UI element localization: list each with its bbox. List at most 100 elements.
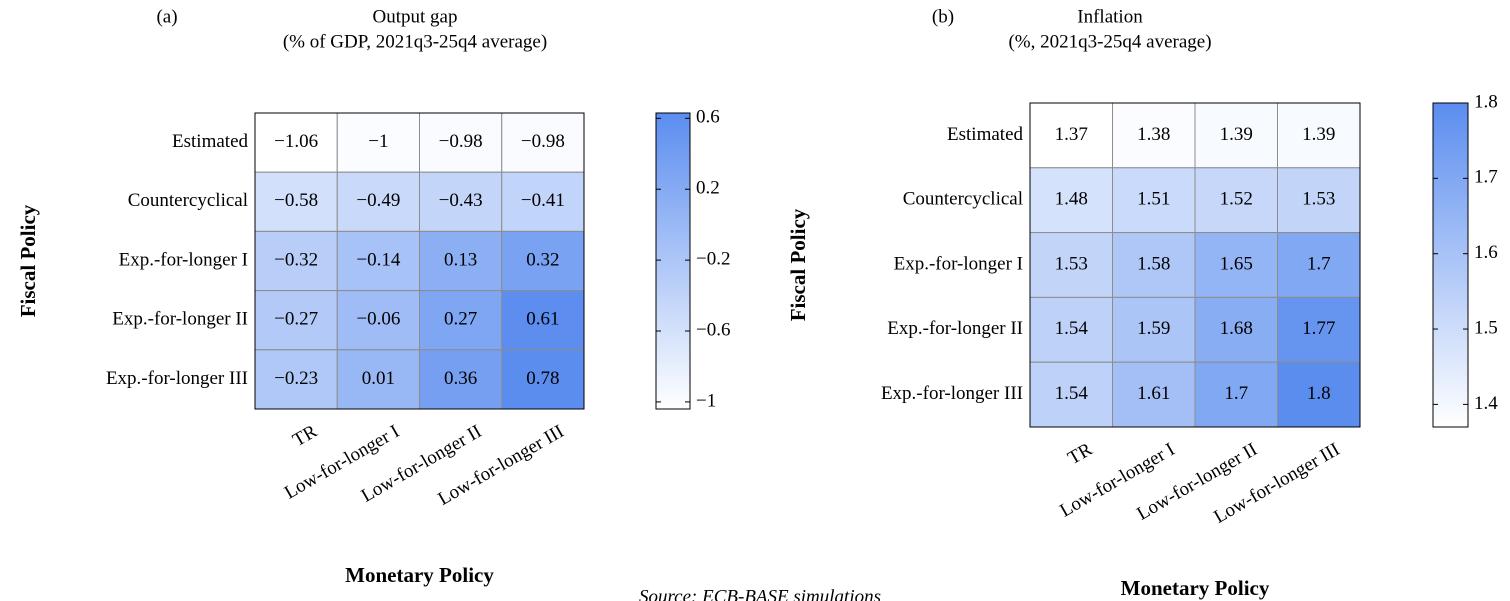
cell-label: −0.23 (274, 368, 318, 389)
colorbar (655, 112, 691, 410)
heatmap-cell (1194, 167, 1278, 234)
cell-label: −0.98 (521, 131, 565, 152)
source-note: Source: ECB-BASE simulations (639, 586, 881, 601)
panel-label: (b) (932, 6, 954, 27)
cell-label: 1.68 (1220, 318, 1253, 339)
colorbar-tick-label: 1.6 (1474, 242, 1498, 263)
colorbar-tick-label: 0.2 (696, 178, 720, 199)
heatmap-cell (501, 112, 585, 173)
chart-subtitle: (%, 2021q3-25q4 average) (1008, 31, 1211, 52)
colorbar-tick-label: −0.2 (696, 248, 730, 269)
cell-label: 1.8 (1307, 383, 1331, 404)
colorbar (1432, 102, 1469, 428)
heatmap-cell (501, 230, 585, 292)
heatmap-cell (1277, 232, 1361, 298)
cell-label: 0.61 (526, 309, 559, 330)
colorbar-tick-label: 1.4 (1474, 393, 1498, 414)
heatmap-cell (1029, 167, 1113, 234)
colorbar-tick-label: −1 (696, 390, 716, 411)
cell-label: 0.13 (444, 249, 477, 270)
cell-label: −0.58 (274, 190, 318, 211)
y-tick-label: Countercyclical (128, 190, 248, 211)
heatmap-cell (419, 349, 503, 410)
heatmap-cell (1194, 361, 1278, 428)
y-tick-label: Exp.-for-longer III (106, 368, 248, 389)
cell-label: 1.58 (1137, 253, 1170, 274)
cell-label: −0.14 (356, 249, 400, 270)
heatmap-cell (1029, 102, 1113, 169)
y-tick-label: Estimated (172, 131, 248, 152)
heatmap-cell (336, 290, 420, 351)
x-tick-label: TR (1064, 439, 1096, 469)
panel-label: (a) (156, 6, 177, 27)
colorbar-tick-label: 0.6 (696, 107, 720, 128)
cell-label: 1.7 (1224, 383, 1248, 404)
cell-label: 1.52 (1220, 189, 1253, 210)
heatmap-cell (1112, 167, 1196, 234)
heatmap-cell (254, 112, 338, 173)
cell-label: 1.54 (1055, 383, 1089, 404)
x-tick-label: TR (289, 421, 321, 451)
heatmap-cell (1194, 232, 1278, 298)
cell-label: 0.01 (362, 368, 395, 389)
cell-label: 1.39 (1302, 124, 1335, 145)
x-axis-label: Monetary Policy (345, 563, 494, 587)
y-tick-label: Exp.-for-longer I (894, 253, 1023, 274)
chart-subtitle: (% of GDP, 2021q3-25q4 average) (283, 31, 547, 52)
cell-label: 1.7 (1307, 253, 1331, 274)
plot-frame (254, 112, 585, 410)
heatmap-cell (501, 349, 585, 410)
y-tick-label: Exp.-for-longer II (112, 309, 248, 330)
heatmap-cell (336, 171, 420, 232)
cell-label: −0.27 (274, 309, 318, 330)
y-tick-label: Estimated (947, 124, 1023, 145)
heatmap-cell (501, 290, 585, 351)
y-tick-label: Countercyclical (903, 189, 1023, 210)
colorbar-tick-label: 1.7 (1474, 167, 1498, 188)
cell-label: −1.06 (274, 131, 318, 152)
heatmap-cell (1112, 296, 1196, 363)
cell-label: 1.77 (1302, 318, 1335, 339)
y-axis-label: Fiscal Policy (16, 204, 40, 317)
cell-label: 0.78 (526, 368, 559, 389)
plot-frame (1029, 102, 1361, 428)
cell-label: −0.43 (439, 190, 483, 211)
cell-label: 0.32 (526, 249, 559, 270)
colorbar-tick-label: −0.6 (696, 319, 730, 340)
cell-label: 1.53 (1302, 189, 1335, 210)
cell-label: 1.54 (1055, 318, 1089, 339)
cell-label: 0.36 (444, 368, 477, 389)
heatmap-cell (1112, 361, 1196, 428)
heatmap-cell (336, 112, 420, 173)
heatmap-cell (1194, 296, 1278, 363)
x-axis-label: Monetary Policy (1121, 576, 1270, 600)
cell-label: 1.48 (1055, 189, 1088, 210)
cell-label: 1.59 (1137, 318, 1170, 339)
cell-label: 1.51 (1137, 189, 1170, 210)
y-tick-label: Exp.-for-longer I (119, 249, 248, 270)
cell-label: −0.06 (356, 309, 400, 330)
cell-label: −0.98 (439, 131, 483, 152)
y-tick-label: Exp.-for-longer II (887, 318, 1023, 339)
y-axis-label: Fiscal Policy (786, 208, 810, 321)
cell-label: 1.53 (1055, 253, 1088, 274)
cell-label: 1.65 (1220, 253, 1253, 274)
heatmap-cell (336, 230, 420, 292)
cell-label: 0.27 (444, 309, 477, 330)
heatmap-cell (1112, 102, 1196, 169)
colorbar-tick-label: 1.5 (1474, 317, 1498, 338)
cell-label: −1 (368, 131, 388, 152)
heatmap-cell (501, 171, 585, 232)
cell-label: 1.37 (1055, 124, 1088, 145)
cell-label: 1.38 (1137, 124, 1170, 145)
heatmap-cell (336, 349, 420, 410)
cell-label: 1.39 (1220, 124, 1253, 145)
cell-label: −0.32 (274, 249, 318, 270)
chart-title: Output gap (373, 6, 458, 27)
y-tick-label: Exp.-for-longer III (881, 383, 1023, 404)
cell-label: 1.61 (1137, 383, 1170, 404)
chart-title: Inflation (1077, 6, 1143, 27)
heatmap-cell (1277, 361, 1361, 428)
cell-label: −0.49 (356, 190, 400, 211)
